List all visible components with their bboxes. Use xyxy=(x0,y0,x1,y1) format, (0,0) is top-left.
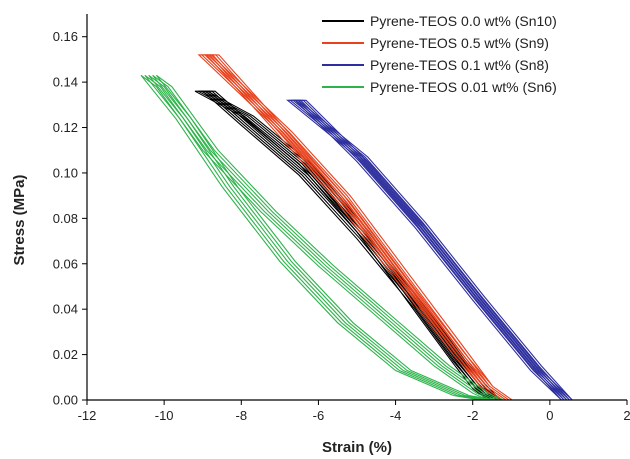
legend-label-0: Pyrene-TEOS 0.0 wt% (Sn10) xyxy=(370,13,557,29)
y-tick-label: 0.14 xyxy=(53,75,78,90)
legend: Pyrene-TEOS 0.0 wt% (Sn10) Pyrene-TEOS 0.… xyxy=(322,13,557,95)
x-tick-label: -4 xyxy=(390,408,402,423)
x-tick-label: 2 xyxy=(623,408,630,423)
axes xyxy=(86,14,627,401)
y-tick-label: 0.10 xyxy=(53,165,78,180)
plot-lines xyxy=(140,54,573,401)
y-tick-label: 0.04 xyxy=(53,302,78,317)
series-3-cycle-0-line xyxy=(140,74,489,401)
x-tick-label: -8 xyxy=(236,408,248,423)
ticks: -12 -10 -8 -6 -4 -2 0 2 0.00 0.02 0.04 0.06 0.08 0.10… xyxy=(53,29,630,423)
series-3-cycle-2-line xyxy=(148,74,497,401)
x-tick-label: -10 xyxy=(155,408,174,423)
y-axis-title: Stress (MPa) xyxy=(11,175,28,266)
legend-label-2: Pyrene-TEOS 0.1 wt% (Sn8) xyxy=(370,57,549,73)
x-tick-label: -12 xyxy=(78,408,97,423)
series-3-cycle-4-line xyxy=(155,74,504,401)
legend-label-3: Pyrene-TEOS 0.01 wt% (Sn6) xyxy=(370,79,557,95)
y-tick-label: 0.02 xyxy=(53,347,78,362)
y-tick-label: 0.12 xyxy=(53,120,78,135)
y-tick-label: 0.00 xyxy=(53,393,78,408)
y-tick-label: 0.16 xyxy=(53,29,78,44)
x-tick-label: -2 xyxy=(467,408,479,423)
x-tick-label: 0 xyxy=(546,408,553,423)
x-axis-title: Strain (%) xyxy=(322,439,392,456)
x-tick-label: -6 xyxy=(313,408,325,423)
series-1-cycle-4-line xyxy=(209,54,513,401)
series-2-cycle-4-line xyxy=(296,99,573,401)
y-tick-label: 0.08 xyxy=(53,211,78,226)
y-tick-label: 0.06 xyxy=(53,256,78,271)
legend-label-1: Pyrene-TEOS 0.5 wt% (Sn9) xyxy=(370,35,549,51)
